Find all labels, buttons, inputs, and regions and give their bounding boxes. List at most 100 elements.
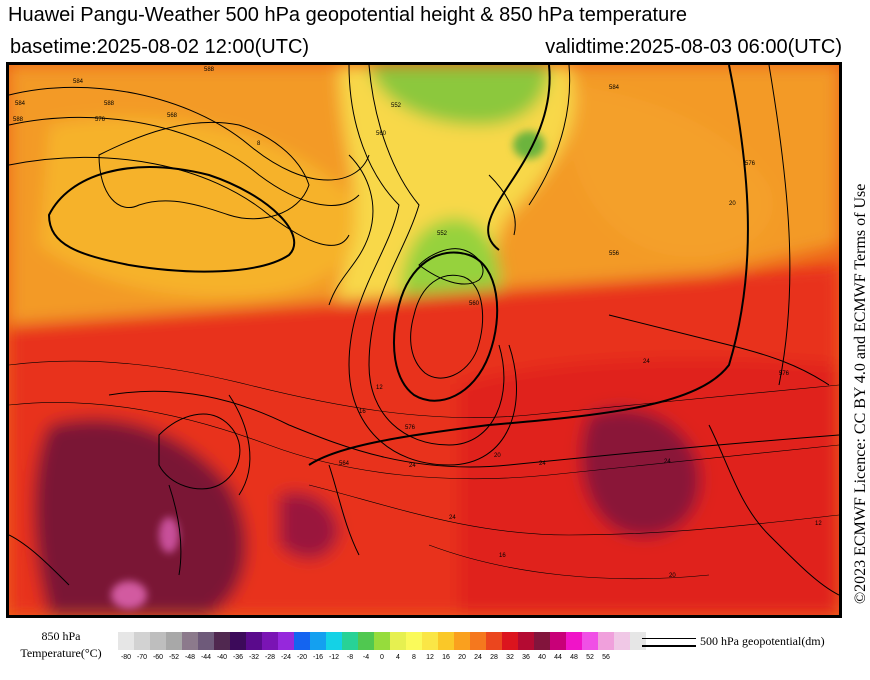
colorbar-tick-label: 36 xyxy=(522,654,530,661)
colorbar-tick-label: -70 xyxy=(136,654,148,661)
colorbar-segment xyxy=(262,632,278,650)
isotherm-labels: 8 12 16 20 24 24 24 24 20 24 16 20 12 xyxy=(257,141,822,579)
colorbar-tick-label: -20 xyxy=(296,654,308,661)
geopotential-legend-thick-line xyxy=(642,645,696,647)
colorbar-tick-label: -44 xyxy=(200,654,212,661)
colorbar-segment xyxy=(598,632,614,650)
temperature-extremes xyxy=(111,131,545,609)
colorbar-tick-label: 0 xyxy=(380,654,384,661)
colorbar-segment xyxy=(502,632,518,650)
colorbar-tick-label: 20 xyxy=(458,654,466,661)
licence-text: ©2023 ECMWF Licence: CC BY 4.0 and ECMWF… xyxy=(852,183,869,604)
colorbar-tick-label: 56 xyxy=(602,654,610,661)
colorbar-segment xyxy=(518,632,534,650)
weather-map: 584 588 576 568 560 552 552 556 560 576 … xyxy=(6,62,842,618)
isotherm-label: 12 xyxy=(376,385,383,391)
colorbar-title-line1: 850 hPa xyxy=(41,629,81,643)
contour-label: 576 xyxy=(779,371,790,377)
colorbar-tick-label: -32 xyxy=(248,654,260,661)
colorbar-segment xyxy=(118,632,134,650)
colorbar-segment xyxy=(454,632,470,650)
contour-label: 552 xyxy=(437,231,448,237)
contour-label: 588 xyxy=(204,67,215,73)
colorbar-tick-label: -8 xyxy=(346,654,354,661)
colorbar-tick-label: 40 xyxy=(538,654,546,661)
colorbar-segment xyxy=(470,632,486,650)
colorbar-tick-label: -16 xyxy=(312,654,324,661)
contour-label: 560 xyxy=(376,131,387,137)
colorbar-title-line2: Temperature(°C) xyxy=(20,646,102,660)
isotherm-label: 20 xyxy=(729,201,736,207)
colorbar-tick-label: -24 xyxy=(280,654,292,661)
validtime-label: validtime:2025-08-03 06:00(UTC) xyxy=(545,36,842,58)
colorbar-segment xyxy=(246,632,262,650)
colorbar-segment xyxy=(566,632,582,650)
isotherm-label: 20 xyxy=(669,573,676,579)
contour-label: 560 xyxy=(469,301,480,307)
colorbar-tick-label: -36 xyxy=(232,654,244,661)
colorbar-segment xyxy=(486,632,502,650)
colorbar-title: 850 hPa Temperature(°C) xyxy=(6,628,116,662)
isotherm-label: 16 xyxy=(499,553,506,559)
colorbar-tick-label: -48 xyxy=(184,654,196,661)
colorbar-tick-label: -40 xyxy=(216,654,228,661)
contour-label: 584 xyxy=(609,85,620,91)
isotherm-label: 24 xyxy=(643,359,650,365)
colorbar-segment xyxy=(214,632,230,650)
colorbar-tick-label: -80 xyxy=(120,654,132,661)
isotherm-label: 8 xyxy=(257,141,261,147)
colorbar-segment xyxy=(278,632,294,650)
contour-label: 584 xyxy=(15,101,26,107)
colorbar-segment xyxy=(310,632,326,650)
colorbar-tick-label: 12 xyxy=(426,654,434,661)
colorbar-segment xyxy=(230,632,246,650)
contour-label: 588 xyxy=(104,101,115,107)
colorbar-tick-label: 28 xyxy=(490,654,498,661)
isotherm-label: 16 xyxy=(359,409,366,415)
colorbar-tick-label: -4 xyxy=(362,654,370,661)
colorbar-segment xyxy=(150,632,166,650)
temperature-shading xyxy=(9,65,839,615)
geopotential-legend-label: 500 hPa geopotential(dm) xyxy=(700,634,825,648)
colorbar-tick-label: -60 xyxy=(152,654,164,661)
geopotential-legend-thin-line xyxy=(642,638,696,639)
colorbar xyxy=(118,632,646,650)
colorbar-segment xyxy=(134,632,150,650)
contour-label: 568 xyxy=(167,113,178,119)
contour-labels: 584 588 576 568 560 552 552 556 560 576 … xyxy=(13,67,790,467)
colorbar-tick-label: -52 xyxy=(168,654,180,661)
contour-label: 552 xyxy=(391,103,402,109)
isotherm-label: 12 xyxy=(815,521,822,527)
colorbar-segment xyxy=(198,632,214,650)
chart-title: Huawei Pangu-Weather 500 hPa geopotentia… xyxy=(8,4,687,26)
colorbar-tick-label: 44 xyxy=(554,654,562,661)
colorbar-segment xyxy=(390,632,406,650)
isotherm-label: 20 xyxy=(494,453,501,459)
contour-label: 576 xyxy=(745,161,756,167)
colorbar-segment xyxy=(326,632,342,650)
colorbar-segment xyxy=(406,632,422,650)
isotherm-label: 24 xyxy=(449,515,456,521)
colorbar-segment xyxy=(374,632,390,650)
contour-label: 564 xyxy=(339,461,350,467)
geopotential-legend: 500 hPa geopotential(dm) xyxy=(642,634,862,654)
colorbar-segment xyxy=(182,632,198,650)
colorbar-tick-label: -12 xyxy=(328,654,340,661)
colorbar-tick-label: 24 xyxy=(474,654,482,661)
colorbar-segment xyxy=(438,632,454,650)
contour-label: 556 xyxy=(609,251,620,257)
colorbar-tick-label: 52 xyxy=(586,654,594,661)
basetime-label: basetime:2025-08-02 12:00(UTC) xyxy=(10,36,310,58)
colorbar-segment xyxy=(294,632,310,650)
isotherm-label: 24 xyxy=(664,459,671,465)
colorbar-tick-label: 32 xyxy=(506,654,514,661)
coastlines xyxy=(9,121,839,596)
map-canvas: 584 588 576 568 560 552 552 556 560 576 … xyxy=(9,65,839,615)
colorbar-segment xyxy=(358,632,374,650)
colorbar-tick-label: 4 xyxy=(396,654,400,661)
colorbar-segment xyxy=(582,632,598,650)
colorbar-segment xyxy=(342,632,358,650)
colorbar-tick-label: 16 xyxy=(442,654,450,661)
isotherm-label: 24 xyxy=(409,463,416,469)
geopotential-contours xyxy=(9,65,839,496)
